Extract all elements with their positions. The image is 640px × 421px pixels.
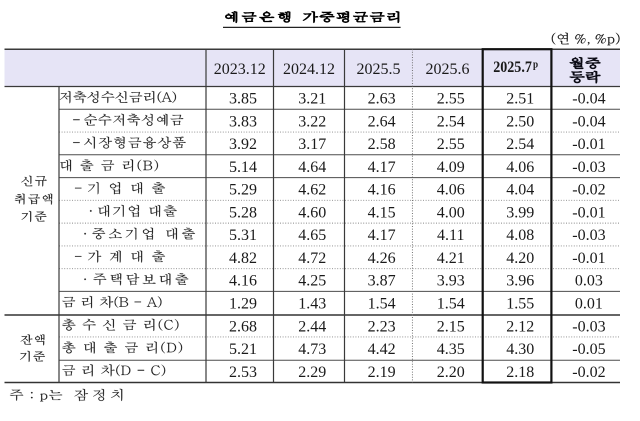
svg-text:2.64: 2.64 bbox=[368, 113, 396, 130]
svg-text:-0.04: -0.04 bbox=[572, 113, 605, 130]
svg-text:2.53: 2.53 bbox=[229, 364, 257, 381]
svg-text:2.23: 2.23 bbox=[368, 318, 396, 335]
svg-text:3.17: 3.17 bbox=[298, 136, 326, 153]
svg-text:4.21: 4.21 bbox=[437, 250, 465, 267]
svg-text:2.29: 2.29 bbox=[298, 364, 326, 381]
svg-text:5.21: 5.21 bbox=[229, 341, 257, 358]
svg-text:-0.03: -0.03 bbox=[572, 159, 605, 176]
svg-text:4.09: 4.09 bbox=[437, 159, 465, 176]
svg-text:-0.02: -0.02 bbox=[572, 182, 605, 199]
svg-text:4.08: 4.08 bbox=[506, 227, 534, 244]
svg-text:4.20: 4.20 bbox=[506, 250, 534, 267]
svg-text:5.29: 5.29 bbox=[229, 182, 257, 199]
svg-text:4.11: 4.11 bbox=[437, 227, 464, 244]
svg-text:-0.03: -0.03 bbox=[572, 318, 605, 335]
svg-text:4.00: 4.00 bbox=[437, 204, 465, 221]
svg-text:0.03: 0.03 bbox=[575, 273, 603, 290]
svg-text:2024.12: 2024.12 bbox=[283, 61, 335, 78]
svg-text:3.92: 3.92 bbox=[229, 136, 257, 153]
svg-text:4.17: 4.17 bbox=[368, 159, 396, 176]
svg-text:5.28: 5.28 bbox=[229, 204, 257, 221]
svg-text:4.06: 4.06 bbox=[437, 182, 465, 199]
svg-text:5.14: 5.14 bbox=[229, 159, 257, 176]
svg-text:2.54: 2.54 bbox=[437, 113, 465, 130]
svg-text:-0.01: -0.01 bbox=[572, 204, 605, 221]
svg-text:4.60: 4.60 bbox=[298, 204, 326, 221]
svg-text:4.65: 4.65 bbox=[298, 227, 326, 244]
svg-text:3.87: 3.87 bbox=[368, 273, 396, 290]
svg-text:3.96: 3.96 bbox=[506, 273, 534, 290]
svg-text:4.82: 4.82 bbox=[229, 250, 257, 267]
svg-text:-0.02: -0.02 bbox=[572, 364, 605, 381]
svg-text:-0.05: -0.05 bbox=[572, 341, 605, 358]
svg-text:2.55: 2.55 bbox=[437, 91, 465, 108]
svg-text:p: p bbox=[533, 59, 538, 71]
svg-text:2025.7: 2025.7 bbox=[493, 59, 532, 76]
svg-text:4.42: 4.42 bbox=[368, 341, 396, 358]
svg-text:4.16: 4.16 bbox=[229, 273, 257, 290]
svg-text:2.19: 2.19 bbox=[368, 364, 396, 381]
svg-text:2.18: 2.18 bbox=[506, 364, 534, 381]
svg-text:5.31: 5.31 bbox=[229, 227, 257, 244]
svg-text:2.54: 2.54 bbox=[506, 136, 534, 153]
svg-text:2025.5: 2025.5 bbox=[356, 61, 400, 78]
svg-text:2.68: 2.68 bbox=[229, 318, 257, 335]
svg-text:3.99: 3.99 bbox=[506, 204, 534, 221]
svg-text:1.54: 1.54 bbox=[368, 296, 396, 313]
svg-text:4.26: 4.26 bbox=[368, 250, 396, 267]
svg-text:4.30: 4.30 bbox=[506, 341, 534, 358]
svg-text:2025.6: 2025.6 bbox=[426, 61, 470, 78]
svg-text:4.17: 4.17 bbox=[368, 227, 396, 244]
svg-text:-0.04: -0.04 bbox=[572, 91, 605, 108]
svg-text:2.15: 2.15 bbox=[437, 318, 465, 335]
svg-text:2.51: 2.51 bbox=[506, 91, 534, 108]
svg-text:3.22: 3.22 bbox=[298, 113, 326, 130]
svg-text:2.20: 2.20 bbox=[437, 364, 465, 381]
svg-text:1.55: 1.55 bbox=[506, 296, 534, 313]
svg-text:4.06: 4.06 bbox=[506, 159, 534, 176]
svg-text:2.44: 2.44 bbox=[298, 318, 326, 335]
svg-text:4.64: 4.64 bbox=[298, 159, 326, 176]
svg-text:2023.12: 2023.12 bbox=[214, 61, 266, 78]
svg-text:2.58: 2.58 bbox=[368, 136, 396, 153]
svg-text:1.29: 1.29 bbox=[229, 296, 257, 313]
svg-text:-0.01: -0.01 bbox=[572, 250, 605, 267]
svg-text:4.62: 4.62 bbox=[298, 182, 326, 199]
svg-text:2.55: 2.55 bbox=[437, 136, 465, 153]
svg-text:-0.03: -0.03 bbox=[572, 227, 605, 244]
svg-text:4.25: 4.25 bbox=[298, 273, 326, 290]
svg-text:0.01: 0.01 bbox=[575, 296, 603, 313]
svg-text:3.21: 3.21 bbox=[298, 91, 326, 108]
svg-text:1.54: 1.54 bbox=[437, 296, 465, 313]
svg-text:4.16: 4.16 bbox=[368, 182, 396, 199]
svg-text:4.72: 4.72 bbox=[298, 250, 326, 267]
svg-text:4.04: 4.04 bbox=[506, 182, 534, 199]
svg-text:3.83: 3.83 bbox=[229, 113, 257, 130]
svg-text:-0.01: -0.01 bbox=[572, 136, 605, 153]
svg-text:4.35: 4.35 bbox=[437, 341, 465, 358]
svg-text:4.15: 4.15 bbox=[368, 204, 396, 221]
svg-text:2.12: 2.12 bbox=[506, 318, 534, 335]
svg-text:2.63: 2.63 bbox=[368, 91, 396, 108]
svg-text:1.43: 1.43 bbox=[298, 296, 326, 313]
svg-text:3.85: 3.85 bbox=[229, 91, 257, 108]
svg-text:4.73: 4.73 bbox=[298, 341, 326, 358]
svg-text:2.50: 2.50 bbox=[506, 113, 534, 130]
svg-text:3.93: 3.93 bbox=[437, 273, 465, 290]
